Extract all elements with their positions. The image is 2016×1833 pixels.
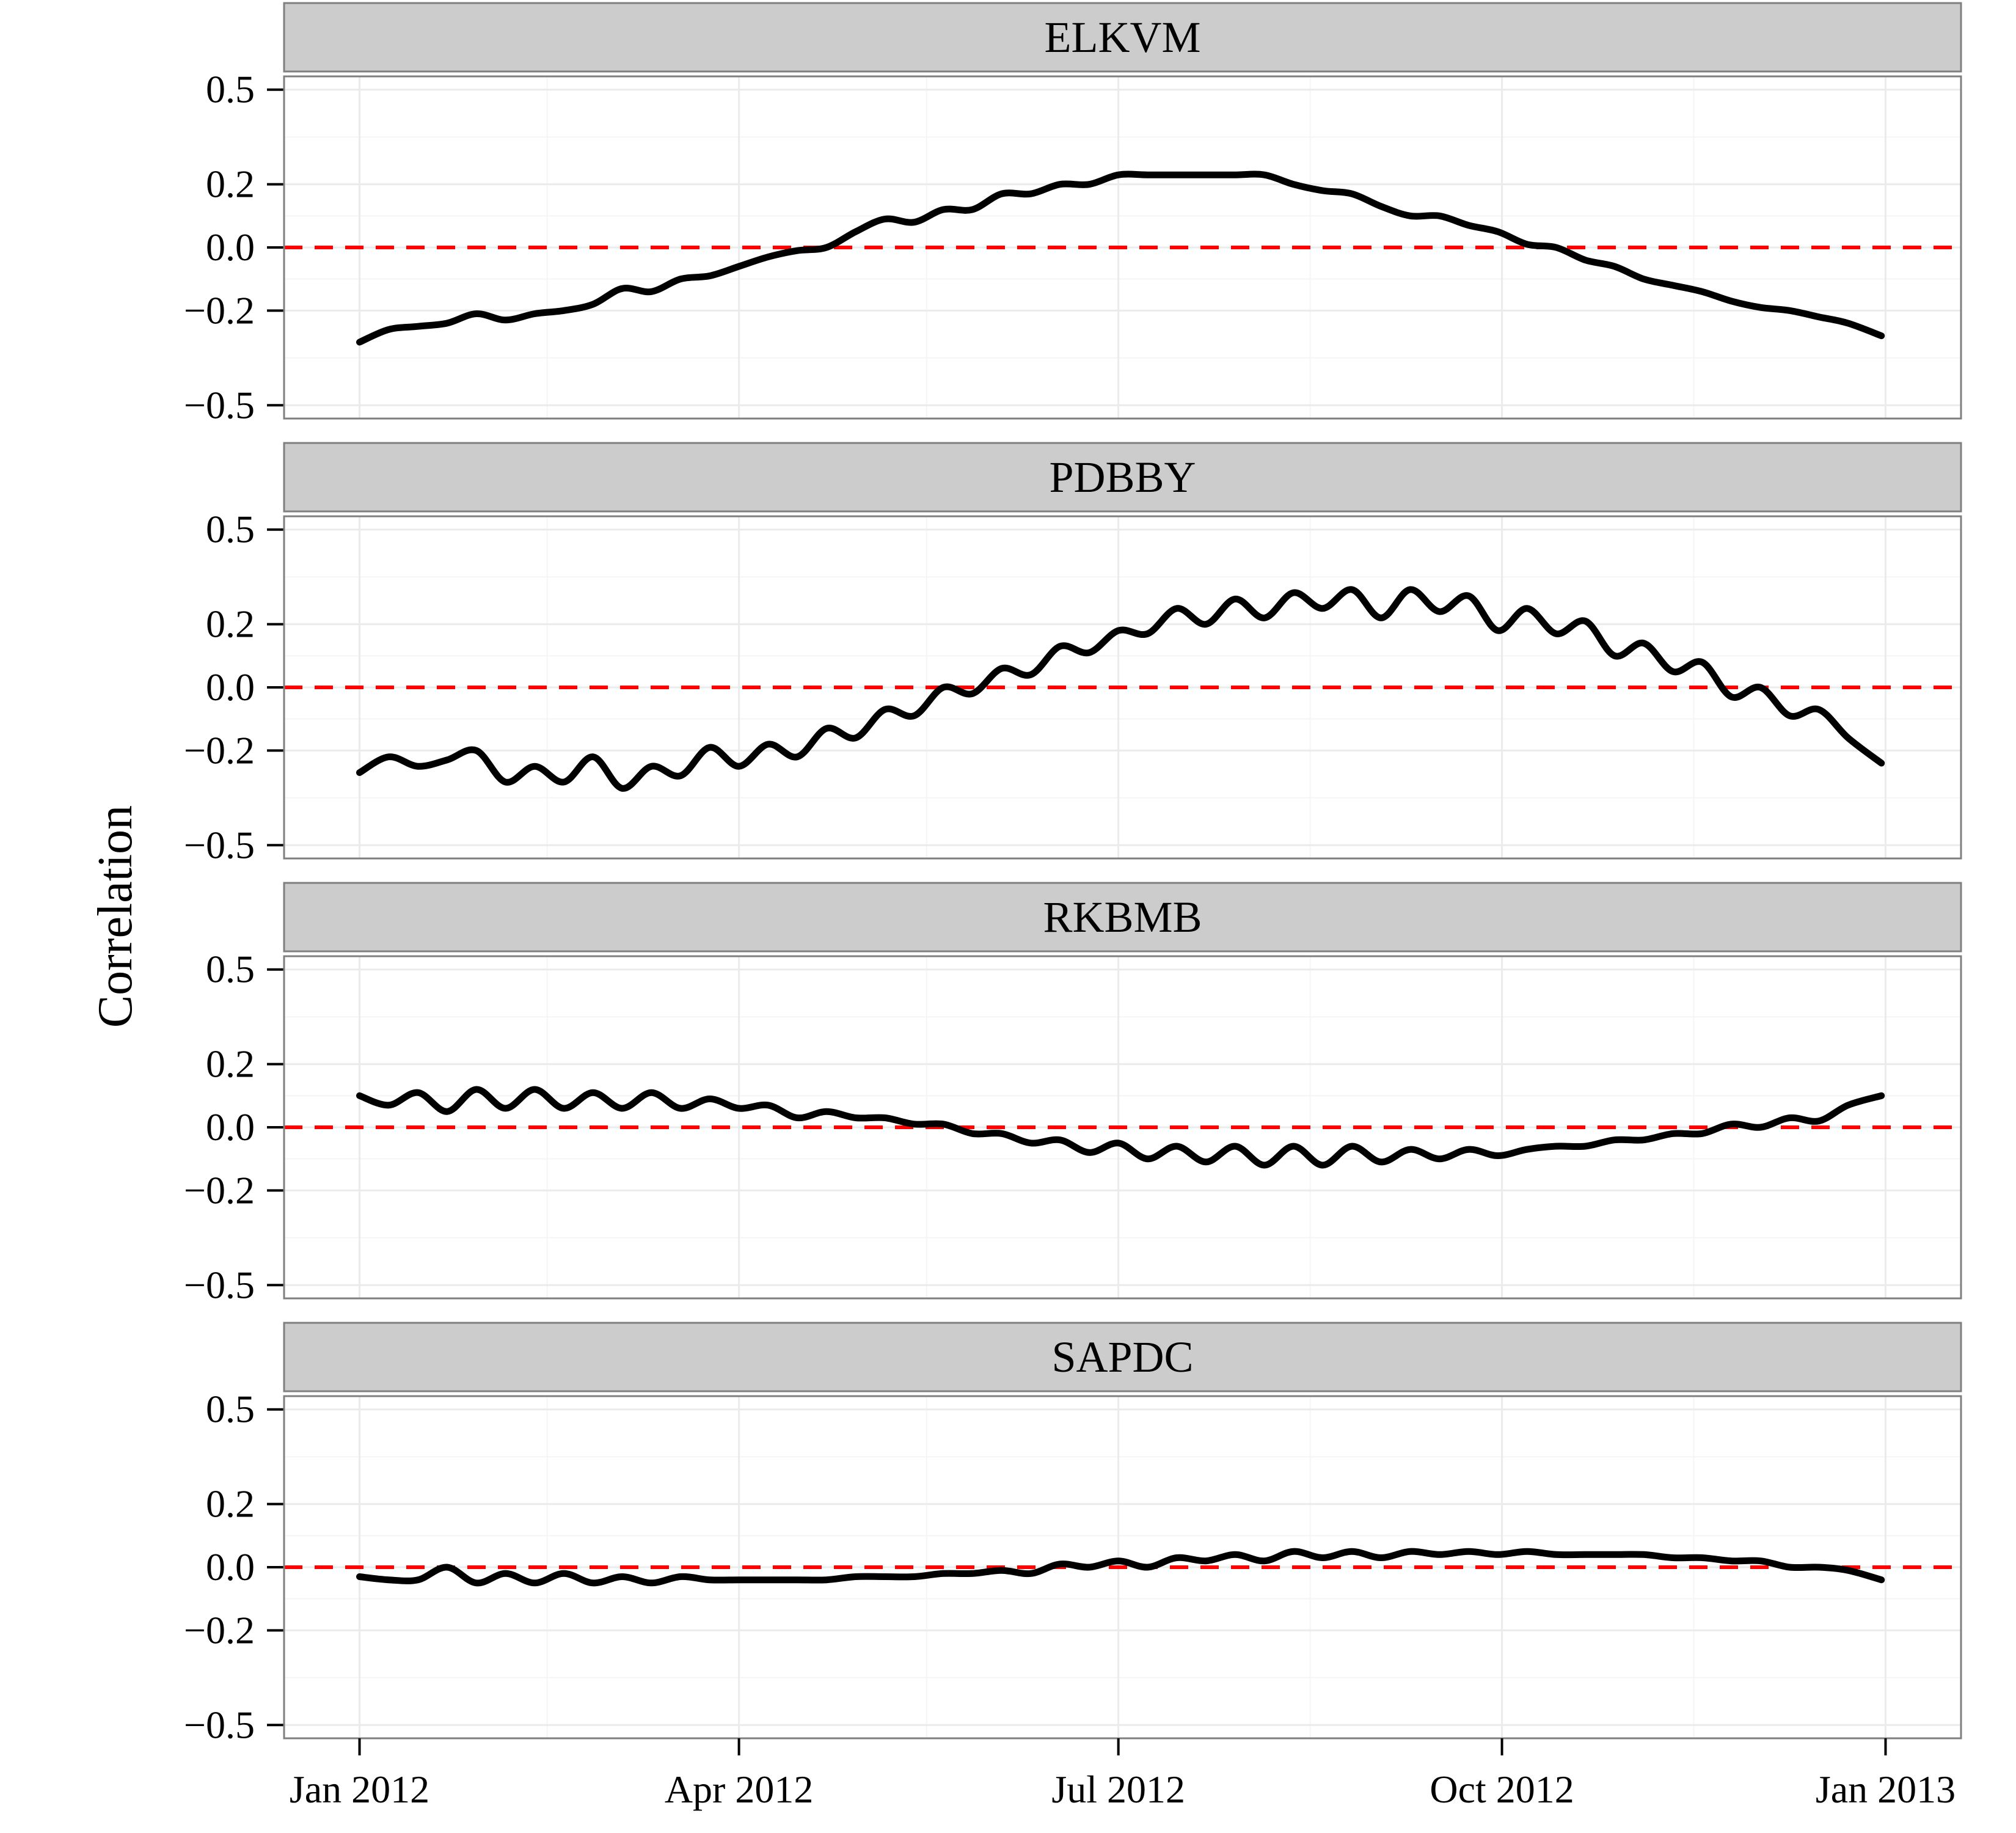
panel-border: [283, 515, 1962, 860]
facet-label: SAPDC: [1051, 1333, 1193, 1381]
panel-border: [283, 1395, 1962, 1740]
y-tick-label: −0.5: [184, 383, 255, 426]
y-tick-label: 0.2: [206, 163, 255, 206]
y-tick-label: 0.2: [206, 1482, 255, 1526]
y-tick-label: −0.2: [184, 1608, 255, 1652]
y-tick-label: 0.2: [206, 1042, 255, 1086]
y-tick-label: −0.2: [184, 728, 255, 772]
x-tick-label: Apr 2012: [665, 1768, 814, 1811]
y-tick-label: −0.5: [184, 1263, 255, 1306]
y-tick-label: 0.0: [206, 665, 255, 709]
facet-strip: [283, 2, 1962, 73]
y-tick-label: −0.5: [184, 823, 255, 866]
panel-elkvm: ELKVM 0.5 0.2 0.0 −0.2 −0.5: [184, 2, 1962, 426]
y-tick-label: 0.5: [206, 508, 255, 551]
panel-pdbby: PDBBY 0.5 0.2 0.0 −0.2 −0.5: [184, 442, 1962, 866]
panel-sapdc: SAPDC 0.5 0.2 0.0 −0.2 −0.5: [184, 1322, 1962, 1746]
correlation-series-line: [356, 1086, 1885, 1169]
panel-border: [283, 955, 1962, 1300]
y-tick-label: 0.0: [206, 1545, 255, 1589]
y-tick-label: −0.2: [184, 1168, 255, 1212]
y-axis-title: Correlation: [89, 805, 142, 1028]
y-tick-label: 0.0: [206, 225, 255, 269]
facet-strip: [283, 442, 1962, 513]
y-tick-label: 0.5: [206, 1388, 255, 1431]
x-axis: Jan 2012 Apr 2012 Jul 2012 Oct 2012 Jan 2013: [290, 1738, 1956, 1811]
y-tick-label: −0.5: [184, 1703, 255, 1746]
panel-rkbmb: RKBMB 0.5 0.2 0.0 −0.2 −0.5: [184, 882, 1962, 1306]
x-tick-label: Jul 2012: [1051, 1768, 1185, 1811]
facet-label: RKBMB: [1043, 893, 1202, 942]
correlation-series-line: [356, 1548, 1885, 1587]
facet-strip: [283, 882, 1962, 953]
correlation-series-line: [356, 170, 1885, 346]
x-tick-label: Jan 2012: [290, 1768, 429, 1811]
facet-label: ELKVM: [1045, 13, 1201, 62]
facet-panels: ELKVM 0.5 0.2 0.0 −0.2 −0.5 PDBBY 0.5 0.2 0.0 −0.2…: [184, 2, 1962, 1746]
correlation-series-line: [356, 586, 1885, 792]
y-tick-label: 0.5: [206, 68, 255, 111]
x-tick-label: Jan 2013: [1816, 1768, 1956, 1811]
facet-label: PDBBY: [1049, 453, 1196, 502]
y-tick-label: 0.2: [206, 602, 255, 646]
y-tick-label: 0.0: [206, 1105, 255, 1149]
y-tick-label: −0.2: [184, 288, 255, 332]
x-tick-label: Oct 2012: [1430, 1768, 1574, 1811]
facet-strip: [283, 1322, 1962, 1392]
y-tick-label: 0.5: [206, 948, 255, 991]
panel-border: [283, 75, 1962, 420]
